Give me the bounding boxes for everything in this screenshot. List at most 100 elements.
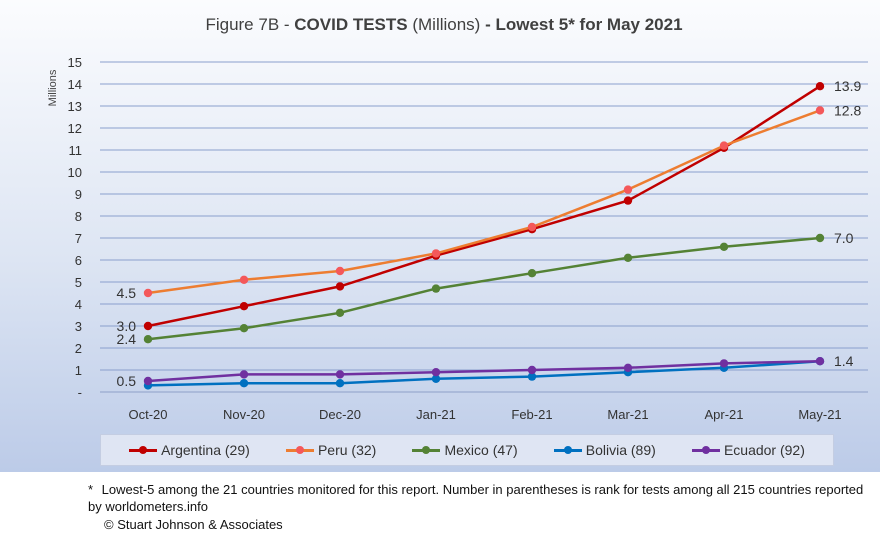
legend-swatch: [285, 445, 314, 454]
data-point: [815, 233, 825, 243]
y-tick-label: 2: [75, 341, 82, 356]
legend-marker: [139, 445, 148, 454]
y-tick-label: 6: [75, 253, 82, 268]
legend-label: Bolivia (89): [585, 442, 656, 458]
footnote-asterisk: *: [88, 482, 94, 497]
y-tick-label: 13: [68, 99, 82, 114]
x-tick-label: Nov-20: [223, 407, 265, 422]
legend-label: Mexico (47): [444, 442, 518, 458]
data-label: 13.9: [834, 78, 861, 94]
x-tick-label: May-21: [798, 407, 841, 422]
y-tick-label: 8: [75, 209, 82, 224]
data-point: [527, 269, 537, 278]
legend-label: Ecuador (92): [723, 442, 805, 458]
y-tick-label: 10: [68, 165, 82, 180]
legend-swatch: [553, 445, 582, 454]
data-label: 2.4: [117, 331, 137, 347]
copyright-text: © Stuart Johnson & Associates: [104, 517, 283, 532]
chart-svg: Figure 7B - COVID TESTS (Millions) - Low…: [0, 0, 880, 472]
series-lines: [143, 82, 825, 390]
x-tick-label: Oct-20: [128, 407, 167, 422]
data-point: [143, 376, 153, 386]
legend-swatch: [412, 445, 441, 454]
legend: Argentina (29) Peru (32) Mexico (47) Bolivi…: [100, 434, 834, 466]
legend-marker: [563, 445, 572, 454]
data-point: [623, 253, 633, 262]
data-point: [527, 365, 537, 375]
legend-item: Ecuador (92): [691, 442, 805, 458]
data-label: 0.5: [117, 373, 137, 389]
y-tick-label: 12: [68, 121, 82, 136]
data-point: [719, 141, 729, 150]
data-point: [815, 106, 825, 115]
series-line: [147, 236, 821, 341]
series-line: [147, 85, 821, 328]
series-line: [147, 359, 821, 383]
data-labels: 3.0 13.9 4.5 12.8 2.4 7.0 0.5 1.4: [117, 78, 862, 389]
series-line: [147, 109, 821, 295]
data-point: [431, 368, 441, 377]
data-point: [815, 82, 825, 91]
legend-swatch: [129, 445, 158, 454]
data-point: [239, 324, 249, 333]
legend-marker: [422, 445, 431, 454]
data-point: [527, 222, 537, 232]
chart-panel: Figure 7B - COVID TESTS (Millions) - Low…: [0, 0, 880, 472]
x-tick-label: Feb-21: [511, 407, 552, 422]
data-point: [335, 379, 345, 388]
y-tick-label: 4: [75, 297, 82, 312]
x-tick-label: Dec-20: [319, 407, 361, 422]
data-point: [719, 359, 729, 368]
y-tick-label: -: [78, 385, 82, 400]
data-point: [143, 288, 153, 298]
y-tick-label: 1: [75, 363, 82, 378]
legend-marker: [295, 445, 304, 454]
data-point: [239, 379, 249, 388]
legend-label: Peru (32): [317, 442, 377, 458]
data-point: [335, 282, 345, 291]
data-label: 7.0: [834, 230, 854, 246]
legend-item: Peru (32): [285, 442, 377, 458]
y-tick-label: 9: [75, 187, 82, 202]
legend-item: Argentina (29): [129, 442, 250, 458]
data-point: [335, 308, 345, 317]
data-point: [623, 363, 633, 372]
legend-marker: [701, 445, 710, 454]
chart-title: Figure 7B - COVID TESTS (Millions) - Low…: [205, 15, 682, 34]
data-point: [431, 249, 441, 258]
data-point: [239, 302, 249, 311]
x-tick-labels: Oct-20 Nov-20 Dec-20 Jan-21 Feb-21 Mar-21 Apr-…: [128, 407, 841, 422]
data-point: [143, 321, 153, 331]
y-tick-label: 14: [68, 77, 82, 92]
legend-item: Bolivia (89): [553, 442, 656, 458]
legend-swatch: [691, 445, 720, 454]
footnote: * Lowest-5 among the 21 countries monito…: [88, 481, 868, 515]
legend-item: Mexico (47): [412, 442, 518, 458]
chart-background: [0, 0, 880, 472]
data-point: [143, 335, 153, 344]
data-point: [623, 185, 633, 194]
y-tick-label: 15: [68, 55, 82, 70]
data-point: [335, 370, 345, 379]
data-point: [623, 196, 633, 205]
data-point: [335, 266, 345, 276]
data-point: [239, 370, 249, 379]
data-label: 1.4: [834, 353, 854, 369]
data-label: 12.8: [834, 102, 861, 118]
data-point: [239, 275, 249, 284]
data-label: 4.5: [117, 285, 137, 301]
legend-label: Argentina (29): [161, 442, 250, 458]
data-point: [719, 242, 729, 251]
data-point: [815, 357, 825, 366]
data-point: [431, 374, 441, 383]
y-tick-label: 7: [75, 231, 82, 246]
y-tick-label: 3: [75, 319, 82, 334]
y-tick-label: 5: [75, 275, 82, 290]
data-point: [431, 284, 441, 293]
x-tick-label: Jan-21: [416, 407, 456, 422]
data-point: [527, 372, 537, 381]
series-line: [147, 359, 821, 387]
x-tick-label: Mar-21: [607, 407, 648, 422]
x-tick-label: Apr-21: [704, 407, 743, 422]
